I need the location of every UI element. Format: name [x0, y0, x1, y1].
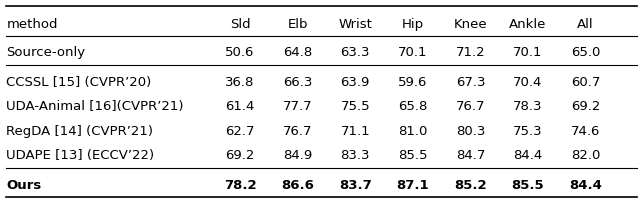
Text: 70.1: 70.1: [513, 46, 543, 59]
Text: 74.6: 74.6: [571, 125, 600, 138]
Text: 78.2: 78.2: [224, 179, 256, 192]
Text: Sld: Sld: [230, 18, 250, 31]
Text: 70.4: 70.4: [513, 76, 543, 89]
Text: Elb: Elb: [287, 18, 308, 31]
Text: 75.5: 75.5: [340, 100, 370, 113]
Text: 83.3: 83.3: [340, 149, 370, 162]
Text: 84.7: 84.7: [456, 149, 485, 162]
Text: 61.4: 61.4: [225, 100, 255, 113]
Text: 87.1: 87.1: [397, 179, 429, 192]
Text: All: All: [577, 18, 594, 31]
Text: Knee: Knee: [454, 18, 487, 31]
Text: Source-only: Source-only: [6, 46, 86, 59]
Text: 66.3: 66.3: [283, 76, 312, 89]
Text: 86.6: 86.6: [281, 179, 314, 192]
Text: 83.7: 83.7: [339, 179, 372, 192]
Text: 67.3: 67.3: [456, 76, 485, 89]
Text: 69.2: 69.2: [571, 100, 600, 113]
Text: 65.0: 65.0: [571, 46, 600, 59]
Text: 77.7: 77.7: [283, 100, 312, 113]
Text: UDA-Animal [16](CVPR’21): UDA-Animal [16](CVPR’21): [6, 100, 184, 113]
Text: 64.8: 64.8: [283, 46, 312, 59]
Text: 65.8: 65.8: [398, 100, 428, 113]
Text: Hip: Hip: [402, 18, 424, 31]
Text: 36.8: 36.8: [225, 76, 255, 89]
Text: 82.0: 82.0: [571, 149, 600, 162]
Text: 71.2: 71.2: [456, 46, 485, 59]
Text: 76.7: 76.7: [283, 125, 312, 138]
Text: 80.3: 80.3: [456, 125, 485, 138]
Text: UDAPE [13] (ECCV’22): UDAPE [13] (ECCV’22): [6, 149, 154, 162]
Text: 69.2: 69.2: [225, 149, 255, 162]
Text: 63.3: 63.3: [340, 46, 370, 59]
Text: RegDA [14] (CVPR’21): RegDA [14] (CVPR’21): [6, 125, 154, 138]
Text: Ours: Ours: [6, 179, 42, 192]
Text: 84.4: 84.4: [513, 149, 543, 162]
Text: method: method: [6, 18, 58, 31]
Text: 50.6: 50.6: [225, 46, 255, 59]
Text: 85.5: 85.5: [398, 149, 428, 162]
Text: 59.6: 59.6: [398, 76, 428, 89]
Text: 70.1: 70.1: [398, 46, 428, 59]
Text: 71.1: 71.1: [340, 125, 370, 138]
Text: CCSSL [15] (CVPR’20): CCSSL [15] (CVPR’20): [6, 76, 152, 89]
Text: 84.4: 84.4: [569, 179, 602, 192]
Text: Ankle: Ankle: [509, 18, 547, 31]
Text: 85.2: 85.2: [454, 179, 486, 192]
Text: 81.0: 81.0: [398, 125, 428, 138]
Text: Wrist: Wrist: [339, 18, 372, 31]
Text: 62.7: 62.7: [225, 125, 255, 138]
Text: 85.5: 85.5: [512, 179, 544, 192]
Text: 75.3: 75.3: [513, 125, 543, 138]
Text: 60.7: 60.7: [571, 76, 600, 89]
Text: 84.9: 84.9: [283, 149, 312, 162]
Text: 63.9: 63.9: [340, 76, 370, 89]
Text: 76.7: 76.7: [456, 100, 485, 113]
Text: 78.3: 78.3: [513, 100, 543, 113]
